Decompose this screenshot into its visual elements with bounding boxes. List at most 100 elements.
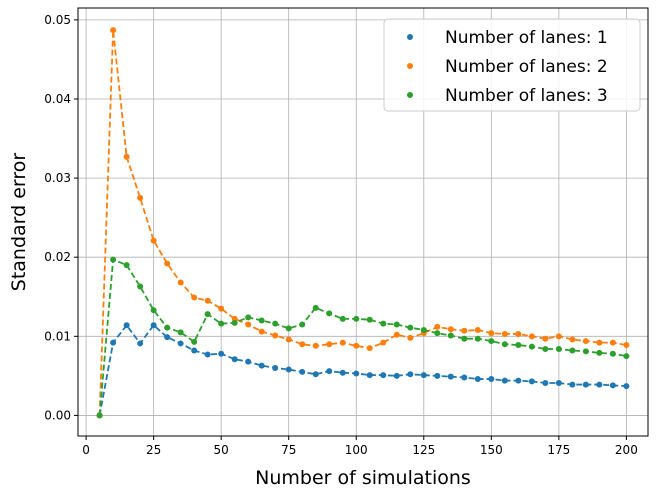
x-tick-label: 175	[547, 443, 570, 457]
data-point	[461, 335, 468, 342]
data-point	[353, 342, 360, 349]
legend-label: Number of lanes: 2	[445, 57, 608, 77]
data-point	[582, 348, 589, 355]
data-point	[326, 310, 333, 317]
data-point	[542, 335, 549, 342]
data-point	[272, 320, 279, 327]
data-point	[245, 314, 252, 321]
legend-marker	[407, 92, 413, 98]
data-point	[191, 294, 198, 301]
series-1	[96, 322, 630, 419]
data-point	[609, 339, 616, 346]
data-point	[407, 334, 414, 341]
data-point	[447, 332, 454, 339]
legend-marker	[407, 63, 413, 69]
data-point	[542, 345, 549, 352]
y-axis-ticks: 0.00 0.01 0.02 0.03 0.04 0.05	[44, 13, 78, 422]
data-point	[258, 328, 265, 335]
data-point	[245, 358, 252, 365]
data-point	[353, 315, 360, 322]
data-point	[299, 368, 306, 375]
data-point	[353, 370, 360, 377]
data-point	[137, 194, 144, 201]
data-point	[380, 320, 387, 327]
data-point	[285, 325, 292, 332]
data-point	[123, 322, 130, 329]
data-point	[420, 372, 427, 379]
data-point	[623, 353, 630, 360]
data-point	[461, 327, 468, 334]
data-point	[96, 412, 103, 419]
x-axis-ticks: 0 25 50 75 100 125 150 175 200	[82, 436, 638, 457]
data-point	[137, 340, 144, 347]
legend-marker	[407, 34, 413, 40]
data-point	[555, 379, 562, 386]
data-point	[164, 260, 171, 267]
data-point	[434, 330, 441, 337]
data-point	[515, 342, 522, 349]
data-point	[272, 364, 279, 371]
data-point	[123, 153, 130, 160]
data-point	[623, 342, 630, 349]
legend-label: Number of lanes: 1	[445, 28, 608, 48]
data-point	[231, 319, 238, 326]
data-point	[569, 347, 576, 354]
data-point	[299, 341, 306, 348]
x-tick-label: 125	[412, 443, 435, 457]
data-point	[177, 279, 184, 286]
x-tick-label: 100	[345, 443, 368, 457]
data-point	[164, 324, 171, 331]
data-point	[258, 317, 265, 324]
data-point	[488, 376, 495, 383]
data-point	[150, 307, 157, 314]
data-point	[177, 329, 184, 336]
data-point	[515, 330, 522, 337]
data-point	[528, 343, 535, 350]
x-tick-label: 0	[82, 443, 90, 457]
data-point	[137, 283, 144, 290]
data-point	[569, 336, 576, 343]
data-point	[623, 383, 630, 390]
data-point	[474, 326, 481, 333]
data-point	[218, 305, 225, 312]
data-point	[326, 341, 333, 348]
legend-item: Number of lanes: 1	[407, 28, 608, 48]
data-point	[110, 27, 117, 34]
data-point	[393, 372, 400, 379]
data-point	[339, 369, 346, 376]
data-point	[596, 349, 603, 356]
data-point	[312, 304, 319, 311]
legend-item: Number of lanes: 2	[407, 57, 608, 77]
data-point	[488, 338, 495, 345]
data-point	[501, 377, 508, 384]
x-tick-label: 200	[615, 443, 638, 457]
data-point	[110, 339, 117, 346]
data-point	[339, 339, 346, 346]
legend-label: Number of lanes: 3	[445, 86, 608, 106]
data-point	[191, 347, 198, 354]
y-tick-label: 0.03	[44, 171, 71, 185]
data-point	[515, 377, 522, 384]
data-point	[218, 320, 225, 327]
data-point	[447, 373, 454, 380]
data-point	[555, 333, 562, 340]
data-point	[569, 381, 576, 388]
data-point	[123, 262, 130, 269]
y-axis-label: Standard error	[8, 153, 30, 292]
data-point	[312, 371, 319, 378]
data-point	[150, 237, 157, 244]
legend-box	[383, 18, 641, 112]
data-point	[380, 372, 387, 379]
data-point	[393, 321, 400, 328]
x-tick-label: 75	[281, 443, 296, 457]
data-point	[407, 371, 414, 378]
y-tick-label: 0.00	[44, 408, 71, 422]
data-point	[528, 333, 535, 340]
data-point	[582, 338, 589, 345]
data-point	[258, 362, 265, 369]
data-point	[461, 374, 468, 381]
x-tick-label: 25	[146, 443, 161, 457]
data-point	[326, 368, 333, 375]
data-point	[474, 376, 481, 383]
